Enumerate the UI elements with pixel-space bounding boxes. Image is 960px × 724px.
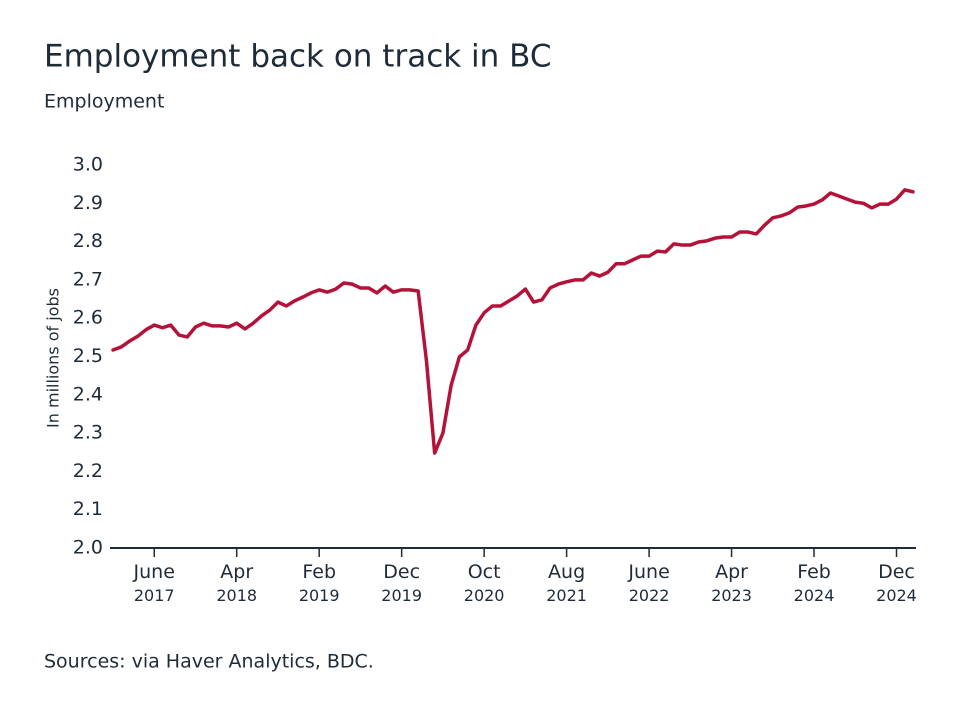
x-tick-label: Aug 2021 (546, 561, 587, 605)
x-tick-label: Apr 2023 (711, 561, 752, 605)
x-tick-label: Feb 2024 (794, 561, 835, 605)
x-tick-year: 2021 (546, 586, 587, 605)
y-tick-label: 2.1 (73, 498, 103, 520)
x-tick-month: Dec (878, 561, 915, 583)
x-tick-month: June (133, 561, 175, 583)
chart-subtitle: Employment (44, 91, 164, 113)
y-tick-label: 2.5 (73, 345, 103, 367)
x-tick-month: Dec (383, 561, 420, 583)
x-tick-month: Apr (715, 561, 748, 583)
x-tick-label: June 2022 (627, 561, 669, 605)
y-tick-label: 2.8 (73, 230, 103, 252)
x-tick-label: Feb 2019 (299, 561, 340, 605)
x-tick-label: Apr 2018 (216, 561, 257, 605)
x-tick-year: 2019 (299, 586, 340, 605)
y-tick-label: 2.6 (73, 307, 103, 329)
data-line (111, 188, 915, 455)
y-tick-label: 2.0 (73, 537, 103, 559)
y-axis-label: In millions of jobs (44, 288, 63, 428)
x-tick-year: 2023 (711, 586, 752, 605)
x-tick-month: Oct (468, 561, 501, 583)
x-tick-label: Oct 2020 (464, 561, 505, 605)
x-tick-month: Aug (548, 561, 585, 583)
y-tick-label: 2.7 (73, 268, 103, 290)
x-tick-month: Apr (220, 561, 253, 583)
x-tick-label: Dec 2019 (381, 561, 422, 605)
x-tick-year: 2022 (629, 586, 670, 605)
y-tick-label: 2.9 (73, 192, 103, 214)
x-tick-year: 2020 (464, 586, 505, 605)
y-tick-label: 2.2 (73, 460, 103, 482)
chart-title: Employment back on track in BC (44, 39, 552, 75)
x-tick-year: 2018 (216, 586, 257, 605)
x-tick-month: Feb (797, 561, 831, 583)
y-tick-label: 2.4 (73, 383, 103, 405)
x-tick-year: 2024 (794, 586, 835, 605)
x-tick-month: June (627, 561, 669, 583)
x-tick-label: Dec 2024 (876, 561, 917, 605)
x-tick-year: 2019 (381, 586, 422, 605)
x-tick-month: Feb (302, 561, 336, 583)
source-note: Sources: via Haver Analytics, BDC. (44, 651, 374, 673)
x-tick-year: 2024 (876, 586, 917, 605)
y-tick-label: 2.3 (73, 422, 103, 444)
x-tick-year: 2017 (134, 586, 175, 605)
y-tick-label: 3.0 (73, 154, 103, 176)
x-tick-label: June 2017 (133, 561, 175, 605)
